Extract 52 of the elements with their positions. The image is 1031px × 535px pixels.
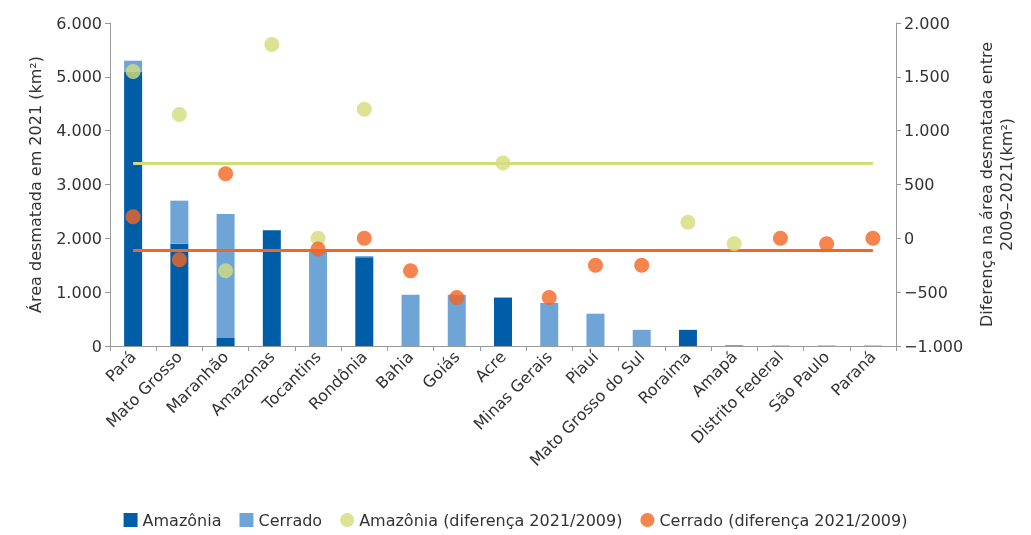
bar [309,251,328,346]
point [356,230,372,246]
point [356,101,372,117]
legend-label: Cerrado [258,510,323,530]
y2-tick-label: 1.500 [904,67,950,87]
legend-label: Amazônia [142,510,222,530]
bar [678,329,697,346]
point [772,230,788,246]
point [171,107,187,123]
bar [124,71,143,346]
point [218,166,234,182]
y2-tick-label: 1.000 [904,121,950,141]
bar [632,329,651,346]
bar [540,302,559,346]
point [403,263,419,279]
y2-tick-label: 2.000 [904,13,950,33]
point [726,236,742,252]
bar [401,294,420,346]
y-tick-label: 2.000 [56,228,102,248]
y-tick-label: 0 [91,336,102,356]
y-tick-label: 5.000 [56,67,102,87]
y2-tick-label: −500 [904,282,948,302]
bar [586,313,605,346]
bar [170,200,189,244]
y-tick-label: 6.000 [56,13,102,33]
bar [216,337,235,346]
y-tick-label: 1.000 [56,282,102,302]
bar [494,297,512,346]
point [449,290,465,306]
legend-label: Amazônia (diferença 2021/2009) [359,510,623,530]
point [865,230,881,246]
bar [262,230,281,346]
bar [355,257,374,346]
point [125,63,141,79]
y-axis-title: Área desmatada em 2021 (km²) [25,56,45,313]
point [680,214,696,230]
y2-tick-label: 0 [904,228,915,248]
point [541,290,557,306]
point [218,263,234,279]
point [125,209,141,225]
point [587,257,603,273]
y-tick-label: 3.000 [56,175,102,194]
point [495,155,511,171]
point [310,241,326,257]
legend-label: Cerrado (diferença 2021/2009) [659,510,908,530]
point [634,257,650,273]
y2-axis-title: Diferença na área desmatada entre 2009–2021(km²) [976,41,1016,328]
y2-tick-label: −1.000 [904,336,964,356]
y-tick-label: 4.000 [56,121,102,141]
point [264,37,280,53]
y2-tick-label: 500 [904,175,935,194]
point [171,252,187,268]
